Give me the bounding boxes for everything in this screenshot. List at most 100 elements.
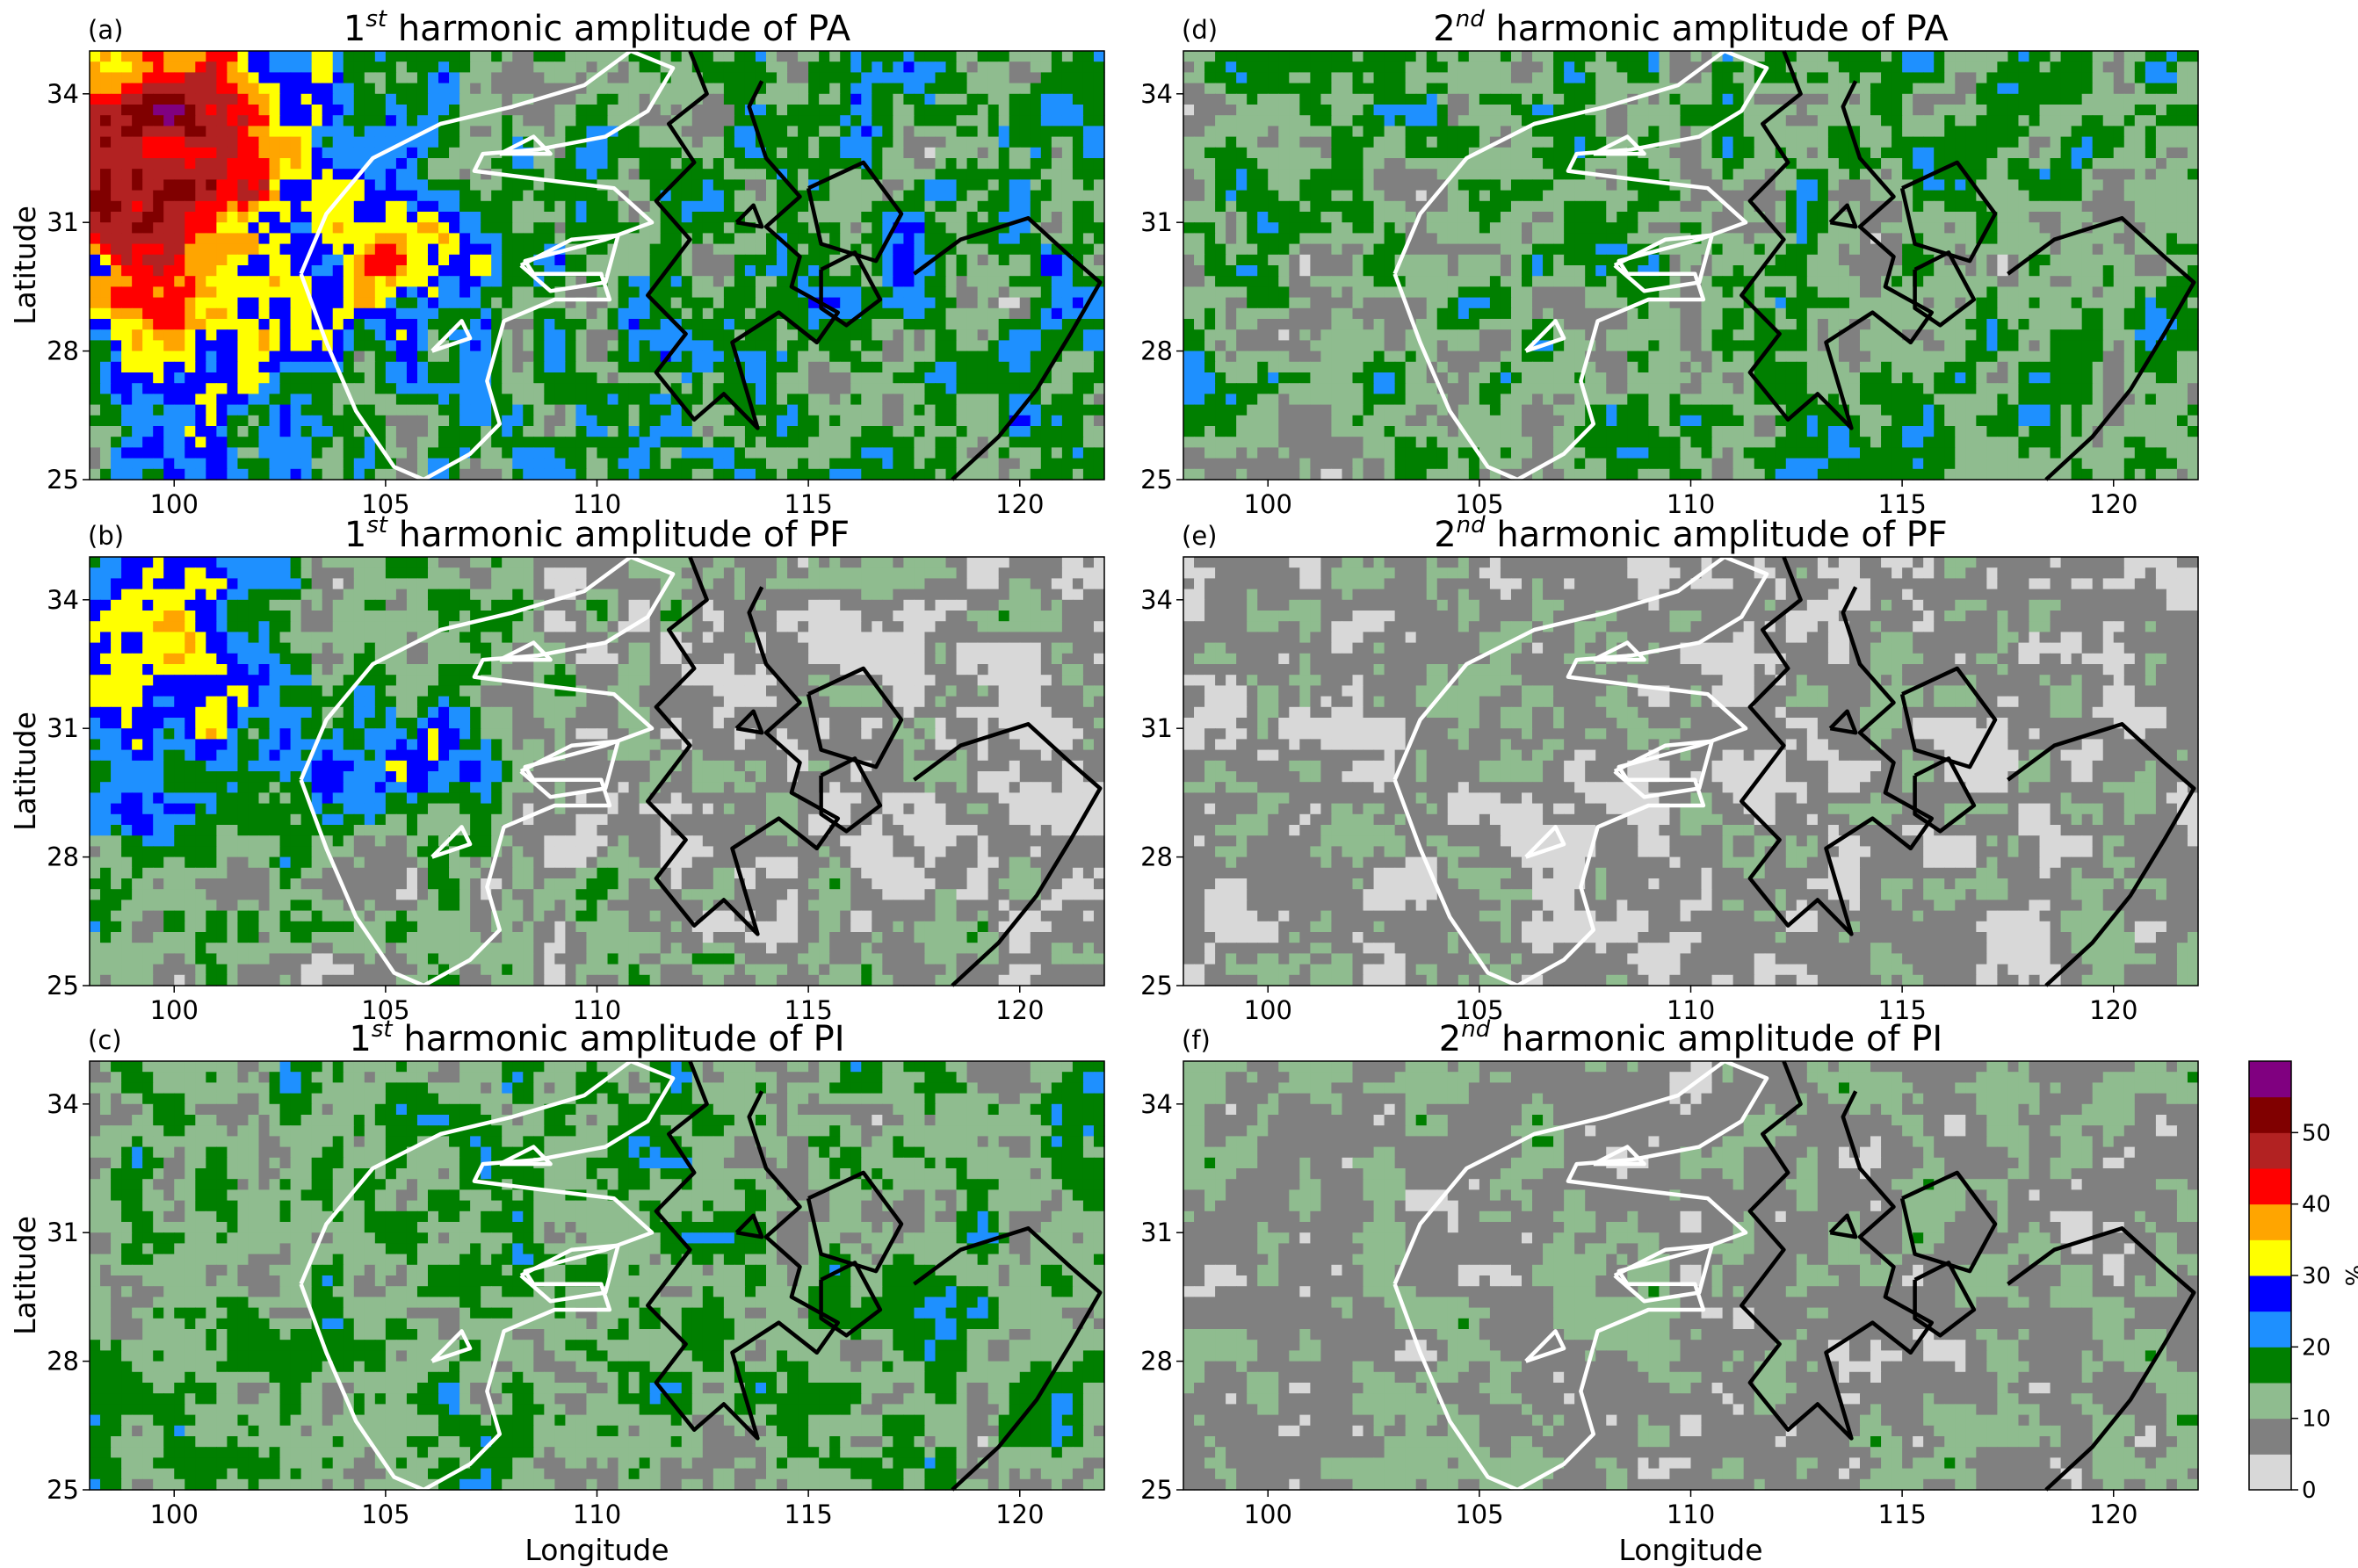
heatmap-cell [597, 51, 609, 62]
heatmap-cell [121, 600, 133, 611]
heatmap-cell [470, 201, 481, 213]
heatmap-cell [312, 212, 323, 223]
heatmap-cell [523, 179, 534, 191]
heatmap-cell [640, 437, 651, 448]
heatmap-cell [787, 459, 799, 470]
heatmap-cell [121, 158, 133, 170]
heatmap-cell [819, 600, 830, 611]
heatmap-cell [872, 557, 883, 568]
heatmap-cell [481, 51, 492, 62]
heatmap-cell [703, 244, 714, 256]
heatmap-cell [640, 567, 651, 579]
heatmap-cell [375, 265, 387, 277]
heatmap-cell [1073, 621, 1084, 632]
heatmap-cell [417, 276, 429, 287]
heatmap-cell [1073, 578, 1084, 589]
heatmap-cell [1083, 578, 1095, 589]
heatmap-cell [756, 61, 767, 73]
heatmap-cell [142, 394, 154, 405]
heatmap-cell [438, 567, 450, 579]
heatmap-cell [840, 578, 851, 589]
heatmap-cell [1083, 567, 1095, 579]
heatmap-cell [682, 372, 693, 384]
heatmap-cell [999, 105, 1010, 116]
heatmap-cell [259, 51, 271, 62]
heatmap-cell [967, 405, 979, 416]
heatmap-cell [999, 212, 1010, 223]
heatmap-cell [449, 148, 460, 159]
heatmap-cell [1009, 298, 1021, 309]
heatmap-cell [713, 578, 725, 589]
heatmap-cell [407, 298, 418, 309]
heatmap-cell [787, 372, 799, 384]
heatmap-cell [280, 148, 292, 159]
heatmap-cell [798, 169, 809, 180]
heatmap-cell [216, 83, 228, 95]
heatmap-cell [111, 426, 122, 437]
heatmap-cell [459, 212, 471, 223]
heatmap-cell [882, 469, 893, 481]
heatmap-cell [344, 426, 355, 437]
heatmap-cell [608, 621, 619, 632]
heatmap-cell [111, 643, 122, 654]
heatmap-cell [428, 222, 439, 234]
heatmap-cell [586, 94, 597, 105]
heatmap-cell [142, 105, 154, 116]
heatmap-cell [618, 94, 630, 105]
heatmap-cell [914, 308, 925, 320]
heatmap-cell [438, 426, 450, 437]
heatmap-cell [914, 51, 925, 62]
heatmap-cell [428, 589, 439, 601]
heatmap-cell [184, 611, 196, 622]
heatmap-cell [777, 94, 788, 105]
heatmap-cell [322, 265, 334, 277]
heatmap-cell [227, 578, 238, 589]
heatmap-cell [100, 600, 112, 611]
heatmap-cell [946, 329, 958, 341]
heatmap-cell [861, 394, 872, 405]
heatmap-cell [618, 329, 630, 341]
heatmap-cell [946, 611, 958, 622]
heatmap-cell [259, 351, 271, 363]
heatmap-cell [840, 600, 851, 611]
heatmap-cell [1094, 394, 1105, 405]
heatmap-cell [1073, 244, 1084, 256]
heatmap-cell [554, 105, 566, 116]
heatmap-cell [787, 351, 799, 363]
heatmap-cell [682, 286, 693, 298]
heatmap-cell [544, 340, 555, 351]
heatmap-cell [586, 600, 597, 611]
heatmap-cell [365, 611, 376, 622]
heatmap-cell [629, 94, 640, 105]
heatmap-cell [777, 83, 788, 95]
heatmap-cell [787, 557, 799, 568]
heatmap-cell [195, 643, 206, 654]
heatmap-cell [1052, 158, 1063, 170]
heatmap-cell [312, 148, 323, 159]
heatmap-cell [301, 664, 313, 676]
heatmap-cell [502, 158, 513, 170]
heatmap-cell [227, 589, 238, 601]
heatmap-cell [449, 632, 460, 643]
heatmap-cell [1041, 286, 1052, 298]
heatmap-cell [248, 611, 259, 622]
heatmap-cell [227, 148, 238, 159]
heatmap-cell [248, 115, 259, 126]
heatmap-cell [90, 383, 101, 394]
heatmap-cell [597, 600, 609, 611]
heatmap-cell [174, 600, 185, 611]
heatmap-cell [640, 169, 651, 180]
panel-title: 1st harmonic amplitude of PA [344, 6, 851, 49]
heatmap-cell [365, 105, 376, 116]
heatmap-cell [111, 405, 122, 416]
heatmap-cell [184, 362, 196, 373]
heatmap-cell [153, 675, 164, 686]
heatmap-cell [703, 654, 714, 665]
heatmap-cell [512, 447, 524, 459]
heatmap-cell [449, 222, 460, 234]
heatmap-cell [565, 459, 576, 470]
heatmap-cell [111, 222, 122, 234]
heatmap-cell [766, 191, 778, 202]
heatmap-cell [914, 148, 925, 159]
heatmap-cell [850, 621, 862, 632]
